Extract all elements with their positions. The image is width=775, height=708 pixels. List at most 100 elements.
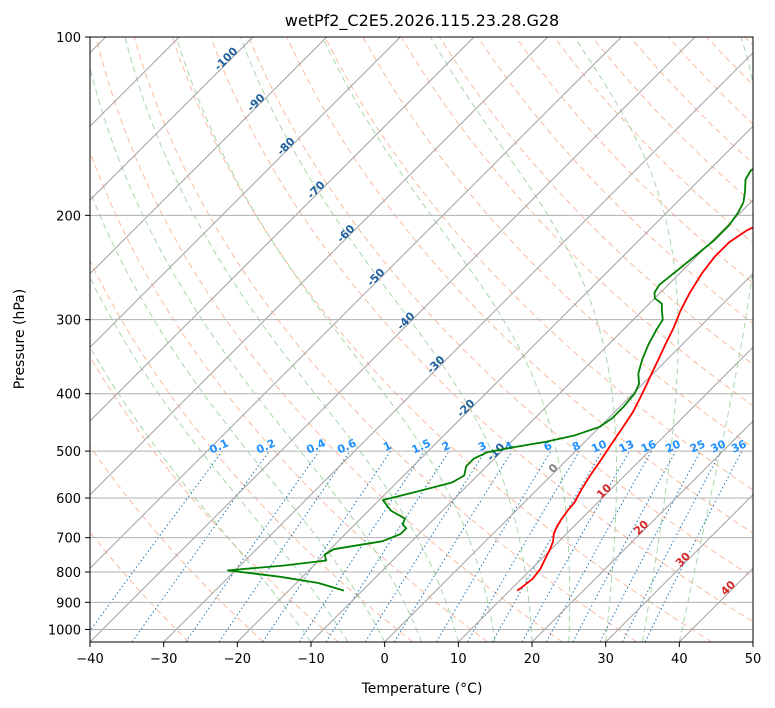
mixing-ratio-line	[545, 450, 653, 642]
x-axis: −40 −30 −20 −10 0 10 20 30 40 50	[76, 642, 761, 667]
y-axis-label: Pressure (hPa)	[12, 289, 28, 389]
mixing-ratio-line	[262, 450, 392, 642]
mixing-ratio-label: 13	[617, 437, 636, 455]
y-tick-label: 400	[56, 388, 81, 403]
isotherm-label: 20	[631, 517, 651, 537]
reference-labels: -100-90-80-70-60-50-40-30-20-10010203040…	[207, 44, 748, 598]
x-tick-label: −20	[224, 652, 251, 667]
moist-adiabat-line	[175, 37, 496, 642]
x-tick-label: 20	[524, 652, 541, 667]
isotherm-line	[90, 37, 254, 201]
isotherm-label: -60	[334, 222, 357, 245]
moist-adiabat-line	[239, 37, 533, 642]
mixing-ratio-line	[364, 450, 486, 642]
dry-adiabat-line	[324, 37, 753, 491]
y-tick-label: 800	[56, 566, 81, 581]
x-tick-label: −10	[297, 652, 324, 667]
y-tick-label: 1000	[48, 623, 81, 638]
isotherm-line	[752, 641, 753, 642]
dry-adiabat-line	[90, 531, 190, 642]
dry-adiabat-line	[553, 37, 753, 244]
isotherm-line	[90, 37, 549, 496]
mixing-ratio-label: 1	[381, 439, 393, 454]
mixing-ratio-label: 36	[729, 437, 749, 455]
dry-adiabat-line	[706, 37, 753, 86]
moist-adiabat-line	[90, 189, 386, 642]
plot-area: -100-90-80-70-60-50-40-30-20-10010203040…	[90, 37, 753, 642]
sounding-series	[227, 167, 753, 592]
isotherm-label: 30	[673, 549, 693, 569]
isotherm-label: -100	[212, 44, 241, 73]
moist-adiabat-line	[678, 37, 753, 642]
isotherm-line	[678, 567, 753, 642]
dry-adiabat-line	[286, 37, 753, 534]
moist-adiabat-line	[90, 276, 349, 642]
mixing-ratio-line	[325, 450, 450, 642]
mixing-ratio-label: 30	[709, 437, 729, 455]
isotherm-line	[384, 272, 753, 642]
mixing-ratio-line	[393, 450, 513, 642]
y-tick-label: 700	[56, 532, 81, 547]
y-tick-label: 600	[56, 492, 81, 507]
temperature-line	[516, 226, 753, 592]
mixing-ratio-line	[599, 450, 701, 642]
mixing-ratio-line	[90, 450, 223, 632]
isotherm-label: -70	[304, 178, 327, 201]
plot-frame	[89, 36, 754, 643]
isotherm-line	[90, 37, 622, 570]
mixing-ratio-label: 25	[688, 437, 707, 455]
mixing-ratio-label: 0.1	[207, 437, 230, 457]
moist-adiabat-line	[322, 37, 571, 642]
isotherm-label: -30	[424, 353, 447, 376]
dry-adiabat-line	[90, 445, 264, 642]
dry-adiabat-line	[248, 37, 753, 578]
mixing-ratio-line	[644, 450, 743, 642]
y-tick-label: 300	[56, 314, 81, 329]
isotherm-line	[236, 125, 753, 642]
moist-adiabat-line	[574, 37, 679, 642]
mixing-ratio-label: 0.6	[335, 436, 358, 456]
x-tick-label: 10	[450, 652, 467, 667]
mixing-ratio-lines	[90, 450, 743, 642]
dewpoint-line	[227, 167, 753, 592]
mixing-ratio-line	[572, 450, 677, 642]
isotherm-label: -80	[274, 135, 297, 158]
mixing-ratio-line	[131, 450, 270, 642]
dry-adiabat-line	[171, 37, 712, 642]
mixing-ratio-label: 10	[589, 437, 609, 455]
mixing-ratio-label: 1.5	[410, 437, 433, 457]
mixing-ratio-label: 2	[440, 439, 452, 454]
y-tick-label: 900	[56, 596, 81, 611]
mixing-ratio-label: 20	[663, 437, 683, 455]
isotherm-line	[90, 37, 696, 642]
isotherm-line	[310, 199, 753, 642]
moist-adiabats	[90, 37, 753, 642]
x-tick-label: 0	[381, 652, 389, 667]
mixing-ratio-label: 16	[639, 437, 659, 455]
isotherm-line	[531, 420, 753, 642]
y-axis: 100 200 300 400 500 600 700 800 900 1000	[48, 31, 90, 638]
mixing-ratio-line	[298, 450, 425, 642]
dry-adiabat-line	[90, 356, 339, 642]
mixing-ratio-line	[467, 450, 580, 642]
mixing-ratio-line	[521, 450, 630, 642]
dry-adiabat-line	[95, 37, 563, 642]
x-axis-label: Temperature (°C)	[361, 681, 483, 697]
moist-adiabat-line	[124, 37, 459, 642]
isotherms	[90, 37, 753, 642]
mixing-ratio-line	[218, 450, 351, 642]
dry-adiabat-line	[90, 150, 488, 642]
dry-adiabat-line	[515, 37, 753, 284]
isotherm-line	[90, 37, 401, 349]
moist-adiabat-line	[430, 37, 617, 642]
moist-adiabat-line	[90, 65, 422, 642]
dry-adiabat-line	[90, 259, 414, 642]
isotherm-label: -40	[394, 309, 417, 332]
x-tick-label: 50	[745, 652, 762, 667]
mixing-ratio-line	[435, 450, 552, 642]
mixing-ratio-line	[185, 450, 320, 642]
isotherm-label: 40	[718, 578, 738, 598]
isotherm-line	[163, 51, 753, 642]
chart-title: wetPf2_C2E5.2026.115.23.28.G28	[285, 11, 559, 31]
